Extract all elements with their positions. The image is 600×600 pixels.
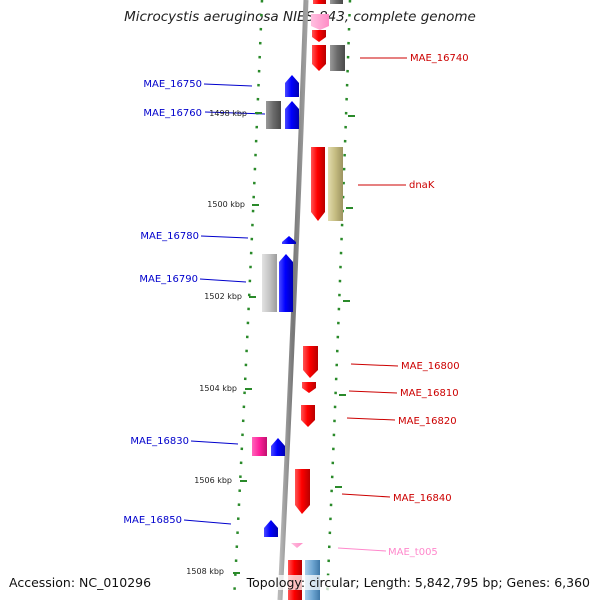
- gene-feature-MAE_16850[interactable]: [264, 520, 278, 537]
- gene-label-MAE_t005[interactable]: MAE_t005: [388, 547, 438, 558]
- outer-dotted-arc: [325, 0, 352, 600]
- gene-label-MAE_16830[interactable]: MAE_16830: [130, 436, 189, 447]
- tick-label-1504: 1504 kbp: [199, 384, 237, 393]
- gene-label-MAE_16840[interactable]: MAE_16840: [393, 493, 452, 504]
- tick-label-1502: 1502 kbp: [204, 292, 242, 301]
- leader-line-MAE_16820: [346, 417, 396, 421]
- tick-label-1508: 1508 kbp: [186, 567, 224, 576]
- gene-label-MAE_16740[interactable]: MAE_16740: [410, 53, 469, 64]
- gene-feature-MAE_16830[interactable]: [252, 437, 285, 456]
- gene-feature-MAE_16800[interactable]: [303, 346, 318, 378]
- map-title: Microcystis aeruginosa NIES-843, complet…: [124, 9, 476, 25]
- leader-line-MAE_16850: [183, 519, 232, 525]
- gene-label-MAE_16850[interactable]: MAE_16850: [123, 515, 182, 526]
- gene-label-MAE_16780[interactable]: MAE_16780: [140, 231, 199, 242]
- gene-feature-MAE_16730[interactable]: [313, 0, 343, 4]
- tick-label-1506: 1506 kbp: [194, 476, 232, 485]
- accession-label: Accession: NC_010296: [9, 575, 152, 590]
- gene-feature-MAE_16810[interactable]: [302, 382, 316, 393]
- gene-feature-dnaK[interactable]: [311, 147, 343, 221]
- scale-tick-1506: 1506 kbp: [194, 476, 342, 488]
- genome-backbone: [277, 0, 309, 600]
- leader-line-MAE_t005: [337, 547, 387, 552]
- gene-label-MAE_16760[interactable]: MAE_16760: [143, 108, 202, 119]
- gene-label-dnaK[interactable]: dnaK: [409, 180, 435, 191]
- genome-summary: Topology: circular; Length: 5,842,795 bp…: [246, 575, 590, 590]
- gene-feature-MAE_16740[interactable]: [312, 30, 345, 71]
- gene-feature-MAE_t005[interactable]: [291, 543, 303, 548]
- leader-line-MAE_16750: [203, 83, 253, 87]
- inner-dotted-arc: [232, 0, 264, 600]
- leader-line-MAE_16830: [190, 440, 239, 445]
- tick-label-1498: 1498 kbp: [209, 109, 247, 118]
- gene-feature-MAE_16760[interactable]: [266, 101, 299, 129]
- gene-feature-MAE_16840[interactable]: [295, 469, 310, 514]
- scale-tick-1498: 1498 kbp: [209, 109, 355, 118]
- gene-label-MAE_16810[interactable]: MAE_16810: [400, 388, 459, 399]
- leader-line-MAE_16790: [199, 278, 247, 283]
- tick-label-1500: 1500 kbp: [207, 200, 245, 209]
- gene-feature-pink-top[interactable]: [311, 14, 329, 30]
- scale-tick-1504: 1504 kbp: [199, 384, 346, 396]
- gene-feature-MAE_16750[interactable]: [285, 75, 299, 97]
- gene-label-MAE_16820[interactable]: MAE_16820: [398, 416, 457, 427]
- scale-tick-1502: 1502 kbp: [204, 292, 350, 302]
- leader-line-MAE_16810: [348, 390, 398, 394]
- gene-feature-MAE_16780[interactable]: [282, 236, 296, 244]
- leader-line-MAE_16780: [200, 235, 249, 239]
- leader-line-MAE_16840: [341, 493, 391, 498]
- scale-tick-1500: 1500 kbp: [207, 200, 353, 209]
- scale-tick-1508: 1508 kbp: [186, 567, 240, 576]
- gene-feature-MAE_16820[interactable]: [301, 405, 315, 427]
- leader-line-MAE_16800: [350, 363, 399, 367]
- gene-label-MAE_16790[interactable]: MAE_16790: [139, 274, 198, 285]
- gene-feature-MAE_16790[interactable]: [262, 254, 293, 312]
- gene-label-MAE_16800[interactable]: MAE_16800: [401, 361, 460, 372]
- gene-label-MAE_16750[interactable]: MAE_16750: [143, 79, 202, 90]
